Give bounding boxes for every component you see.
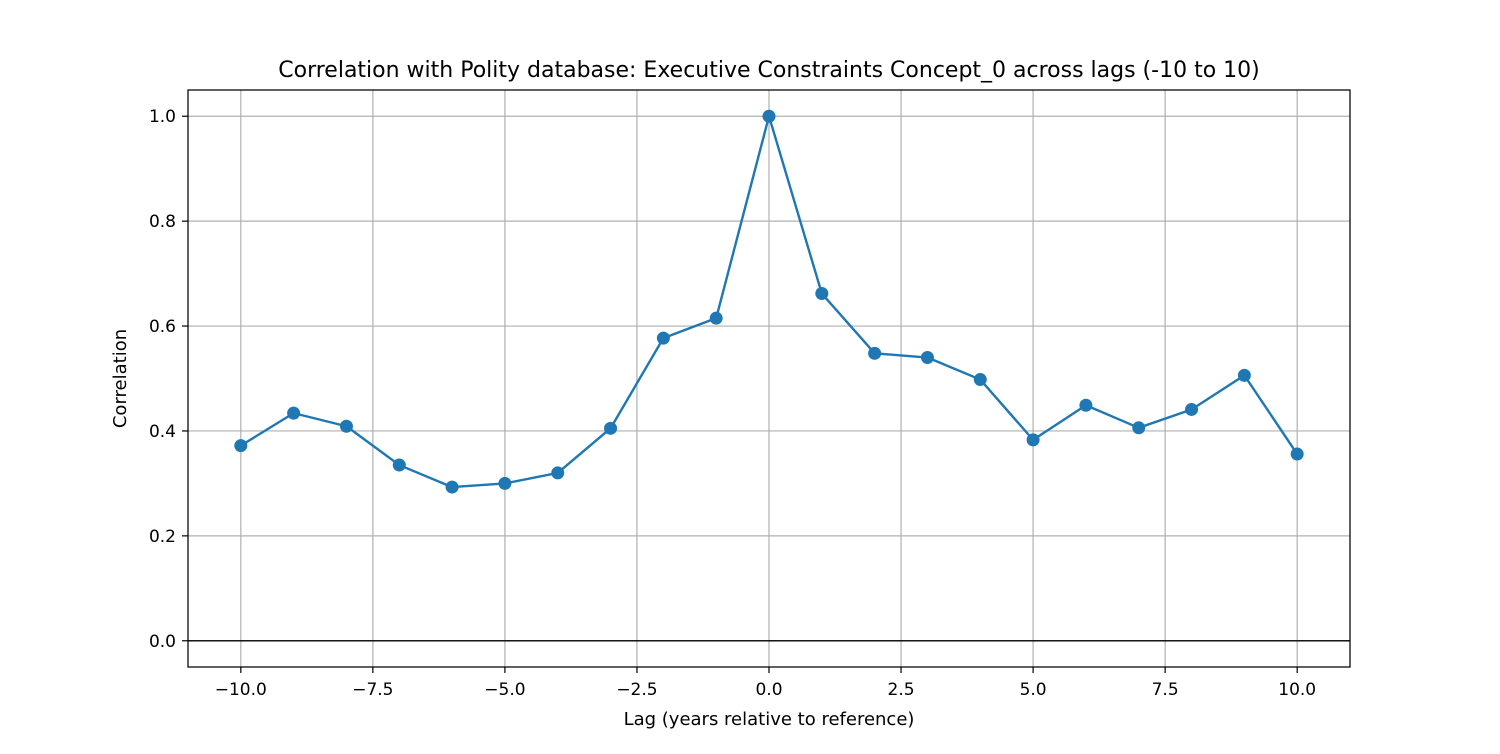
data-point	[709, 311, 723, 325]
x-tick-label: −2.5	[616, 680, 657, 700]
y-tick-label: 1.0	[149, 107, 176, 127]
x-axis-label: Lag (years relative to reference)	[624, 709, 915, 730]
y-axis-ticks: 0.0 0.2 0.4 0.6 0.8 1.0	[149, 107, 188, 652]
data-point	[287, 406, 301, 420]
data-point	[1237, 368, 1251, 382]
y-tick-label: 0.0	[149, 632, 176, 652]
y-tick-label: 0.4	[149, 422, 176, 442]
data-point	[656, 331, 670, 345]
grid	[188, 90, 1350, 667]
x-axis-ticks: −10.0 −7.5 −5.0 −2.5 0.0 2.5 5.0 7.5 10.0	[215, 667, 1316, 700]
x-tick-label: 7.5	[1152, 680, 1179, 700]
series-layer	[234, 109, 1304, 494]
y-axis-label: Correlation	[110, 329, 131, 428]
chart-title: Correlation with Polity database: Execut…	[278, 58, 1259, 83]
x-tick-label: 10.0	[1278, 680, 1316, 700]
data-point	[1026, 433, 1040, 447]
x-tick-label: −5.0	[484, 680, 525, 700]
data-point	[1185, 402, 1199, 416]
y-tick-label: 0.8	[149, 212, 176, 232]
x-tick-label: 5.0	[1020, 680, 1047, 700]
data-point	[920, 351, 934, 365]
data-point	[604, 421, 618, 435]
data-point	[498, 476, 512, 490]
data-point	[445, 480, 459, 494]
data-point	[815, 287, 829, 301]
data-point	[392, 458, 406, 472]
y-tick-label: 0.2	[149, 527, 176, 547]
x-tick-label: −7.5	[352, 680, 393, 700]
data-point	[973, 373, 987, 387]
data-point	[234, 439, 248, 453]
data-point	[868, 346, 882, 360]
data-point	[339, 419, 353, 433]
x-tick-label: 0.0	[755, 680, 782, 700]
x-tick-label: −10.0	[215, 680, 267, 700]
data-point	[1079, 398, 1093, 412]
data-point	[762, 109, 776, 123]
data-point	[1132, 421, 1146, 435]
x-tick-label: 2.5	[888, 680, 915, 700]
data-point	[1290, 447, 1304, 461]
data-point	[551, 466, 565, 480]
y-tick-label: 0.6	[149, 317, 176, 337]
